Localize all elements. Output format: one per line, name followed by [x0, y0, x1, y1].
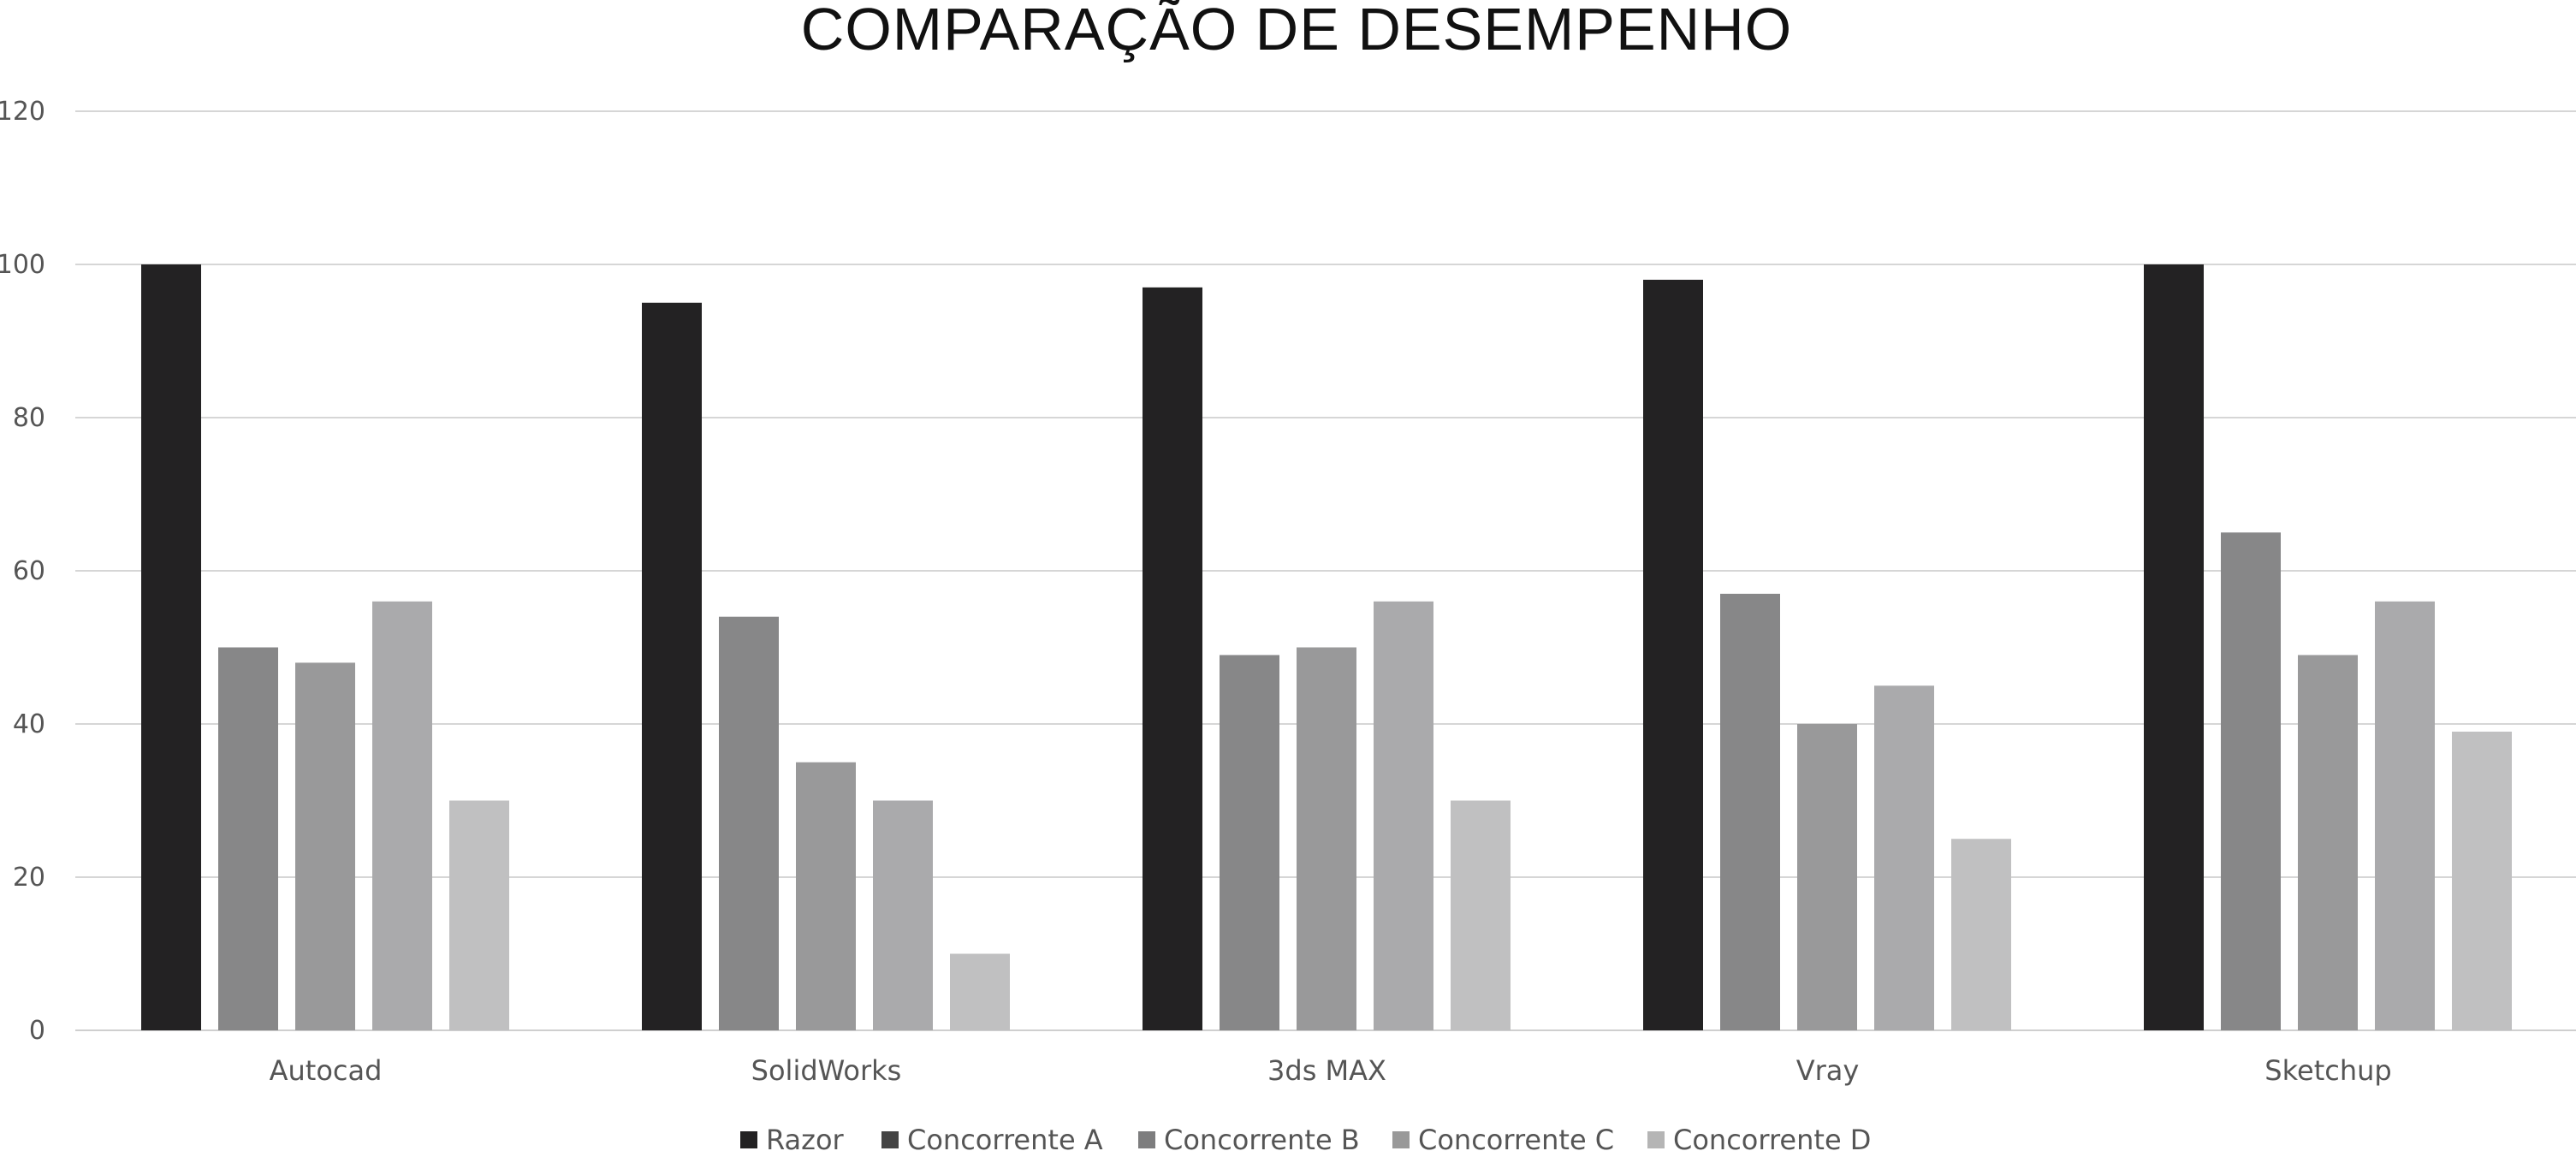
bar-vray-concorrente-b: [1797, 724, 1857, 1030]
bar-solidworks-concorrente-c: [873, 800, 933, 1030]
chart-title: COMPARAÇÃO DE DESEMPENHO: [801, 0, 1792, 62]
bar-autocad-razor: [141, 264, 201, 1030]
legend-label: Concorrente B: [1164, 1124, 1360, 1151]
legend-label: Concorrente D: [1673, 1124, 1871, 1151]
x-tick-label: 3ds MAX: [1267, 1054, 1386, 1087]
bar-sketchup-concorrente-a: [2221, 532, 2281, 1030]
bar-sketchup-concorrente-b: [2298, 655, 2358, 1030]
bar-3ds-max-concorrente-c: [1374, 601, 1433, 1030]
x-tick-label: Autocad: [270, 1054, 383, 1087]
bar-solidworks-concorrente-d: [950, 953, 1010, 1030]
legend-swatch-concorrente-c: [1392, 1131, 1410, 1148]
bar-autocad-concorrente-b: [295, 662, 355, 1030]
x-tick-label: SolidWorks: [751, 1054, 902, 1087]
legend: Razor Concorrente A Concorrente B Concorren…: [740, 1124, 1871, 1151]
bar-vray-concorrente-d: [1951, 839, 2011, 1030]
legend-swatch-razor: [740, 1131, 757, 1148]
legend-swatch-concorrente-b: [1138, 1131, 1155, 1148]
bar-solidworks-razor: [642, 302, 702, 1030]
bar-3ds-max-concorrente-a: [1220, 655, 1279, 1030]
legend-label: Concorrente A: [907, 1124, 1103, 1151]
y-tick-label: 0: [29, 1016, 45, 1046]
legend-label: Razor: [766, 1124, 845, 1151]
x-tick-label: Vray: [1796, 1054, 1860, 1087]
bar-3ds-max-concorrente-b: [1297, 647, 1356, 1030]
x-axis-ticks: Autocad SolidWorks 3ds MAX Vray Sketchup: [270, 1054, 2392, 1087]
y-tick-label: 80: [13, 403, 45, 433]
y-tick-label: 60: [13, 556, 45, 586]
bar-sketchup-concorrente-d: [2452, 731, 2512, 1030]
bar-3ds-max-concorrente-d: [1451, 800, 1511, 1030]
legend-label: Concorrente C: [1418, 1124, 1614, 1151]
y-axis-ticks: 0 20 40 60 80 100 120: [0, 97, 45, 1046]
x-tick-label: Sketchup: [2264, 1054, 2391, 1087]
bar-autocad-concorrente-c: [372, 601, 432, 1030]
legend-swatch-concorrente-d: [1647, 1131, 1665, 1148]
bar-solidworks-concorrente-b: [796, 762, 856, 1030]
bar-autocad-concorrente-a: [218, 647, 278, 1030]
bar-solidworks-concorrente-a: [719, 616, 779, 1030]
legend-swatch-concorrente-a: [881, 1131, 899, 1148]
bars: [141, 264, 2512, 1031]
bar-sketchup-razor: [2144, 264, 2204, 1030]
bar-vray-razor: [1643, 279, 1703, 1030]
bar-sketchup-concorrente-c: [2375, 601, 2435, 1030]
bar-vray-concorrente-a: [1720, 593, 1780, 1030]
bar-autocad-concorrente-d: [449, 800, 509, 1030]
y-tick-label: 40: [13, 709, 45, 739]
y-tick-label: 120: [0, 97, 45, 127]
y-tick-label: 100: [0, 250, 45, 280]
bar-vray-concorrente-c: [1874, 685, 1934, 1030]
y-tick-label: 20: [13, 863, 45, 893]
bar-3ds-max-razor: [1143, 287, 1202, 1031]
